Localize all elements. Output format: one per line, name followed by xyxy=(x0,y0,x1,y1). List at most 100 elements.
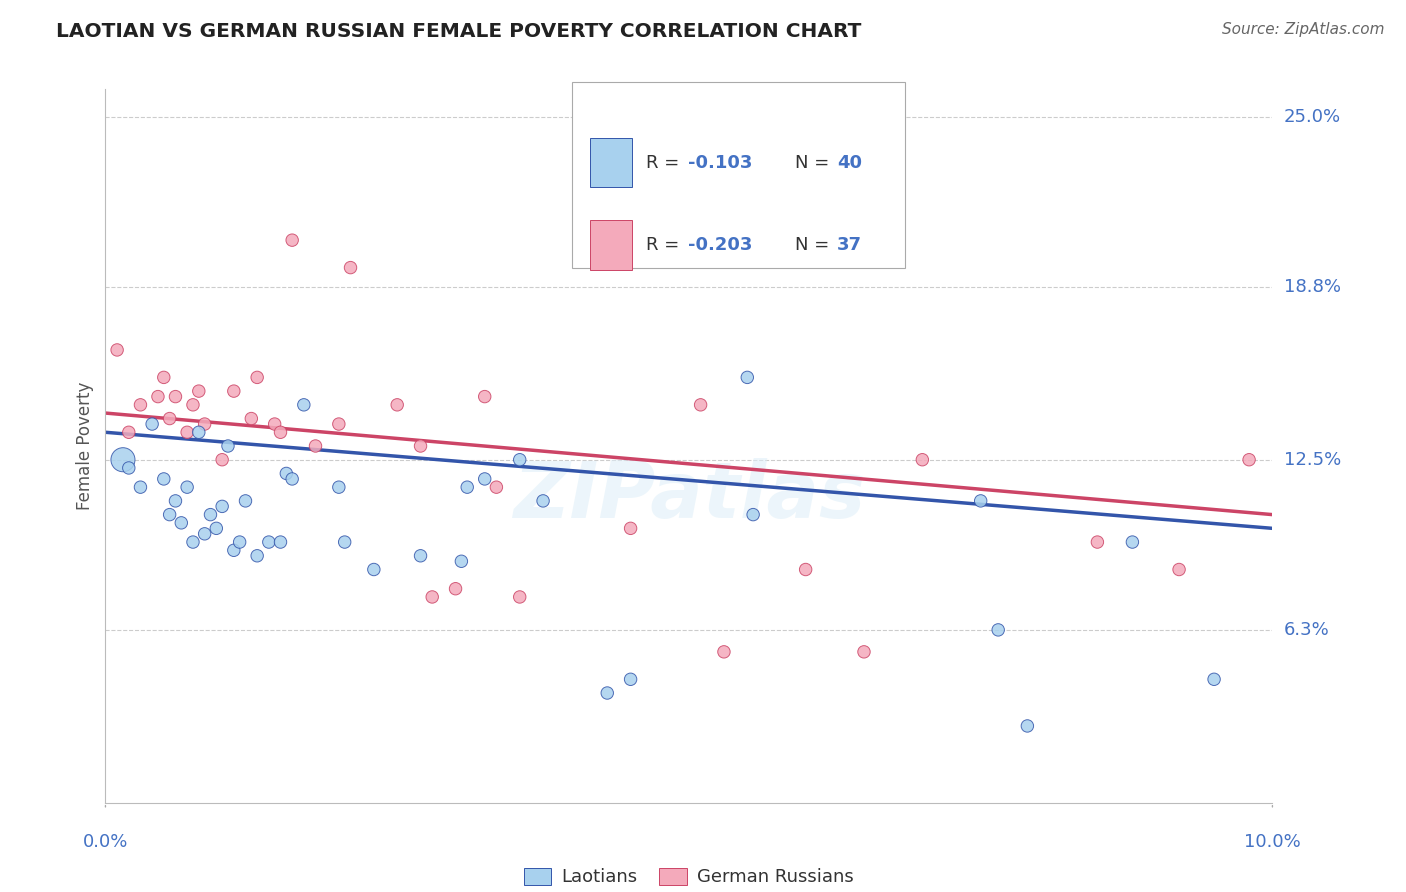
Text: ZIPatlas: ZIPatlas xyxy=(513,458,865,534)
Point xyxy=(152,370,174,384)
Point xyxy=(619,521,641,535)
Point xyxy=(596,686,619,700)
Point xyxy=(292,398,315,412)
Point xyxy=(987,623,1010,637)
Point xyxy=(1237,452,1260,467)
Point xyxy=(105,343,128,357)
Point xyxy=(1168,562,1191,576)
Point xyxy=(269,425,292,440)
Point xyxy=(474,390,496,404)
Point xyxy=(211,452,233,467)
Point xyxy=(152,472,174,486)
Text: 6.3%: 6.3% xyxy=(1284,621,1329,639)
Point xyxy=(228,535,250,549)
Point xyxy=(246,549,269,563)
Point xyxy=(181,535,204,549)
Text: -0.203: -0.203 xyxy=(688,235,752,253)
Text: 0.0%: 0.0% xyxy=(83,833,128,851)
Text: N =: N = xyxy=(796,235,835,253)
Text: 12.5%: 12.5% xyxy=(1284,450,1341,468)
Point xyxy=(1017,719,1039,733)
Point xyxy=(176,425,198,440)
Point xyxy=(363,562,385,576)
Point xyxy=(281,233,304,247)
Point xyxy=(269,535,292,549)
Point xyxy=(129,480,152,494)
Point xyxy=(450,554,472,568)
Point xyxy=(509,452,531,467)
Text: R =: R = xyxy=(645,153,685,171)
Point xyxy=(281,472,304,486)
Text: 18.8%: 18.8% xyxy=(1284,277,1340,296)
Point xyxy=(444,582,467,596)
FancyBboxPatch shape xyxy=(589,137,631,187)
Point xyxy=(794,562,817,576)
Point xyxy=(165,494,187,508)
Legend: Laotians, German Russians: Laotians, German Russians xyxy=(516,861,862,892)
Point xyxy=(339,260,361,275)
Text: R =: R = xyxy=(645,235,685,253)
Point xyxy=(276,467,298,481)
Point xyxy=(159,508,181,522)
Point xyxy=(304,439,326,453)
Point xyxy=(194,417,217,431)
Point xyxy=(689,398,711,412)
Point xyxy=(146,390,169,404)
Point xyxy=(911,452,934,467)
Point xyxy=(222,384,245,398)
Text: 40: 40 xyxy=(837,153,862,171)
Point xyxy=(713,645,735,659)
Point xyxy=(200,508,222,522)
Point xyxy=(217,439,239,453)
Point xyxy=(678,178,700,193)
Point xyxy=(328,417,350,431)
Point xyxy=(409,549,432,563)
Point xyxy=(235,494,257,508)
Text: 10.0%: 10.0% xyxy=(1244,833,1301,851)
Y-axis label: Female Poverty: Female Poverty xyxy=(76,382,94,510)
Point xyxy=(211,500,233,514)
Point xyxy=(159,411,181,425)
Point xyxy=(187,425,209,440)
Point xyxy=(118,461,141,475)
Point xyxy=(246,370,269,384)
Point xyxy=(1085,535,1108,549)
Point xyxy=(509,590,531,604)
Text: Source: ZipAtlas.com: Source: ZipAtlas.com xyxy=(1222,22,1385,37)
Point xyxy=(333,535,356,549)
Point xyxy=(742,508,765,522)
Text: LAOTIAN VS GERMAN RUSSIAN FEMALE POVERTY CORRELATION CHART: LAOTIAN VS GERMAN RUSSIAN FEMALE POVERTY… xyxy=(56,22,862,41)
Point xyxy=(485,480,508,494)
Point xyxy=(737,370,759,384)
FancyBboxPatch shape xyxy=(589,219,631,269)
Point xyxy=(456,480,478,494)
Text: -0.103: -0.103 xyxy=(688,153,752,171)
FancyBboxPatch shape xyxy=(572,82,905,268)
Point xyxy=(240,411,263,425)
Point xyxy=(205,521,228,535)
Point xyxy=(141,417,163,431)
Point xyxy=(222,543,245,558)
Point xyxy=(257,535,280,549)
Text: 37: 37 xyxy=(837,235,862,253)
Point xyxy=(474,472,496,486)
Point xyxy=(385,398,408,412)
Point xyxy=(118,425,141,440)
Point xyxy=(1202,673,1225,687)
Point xyxy=(970,494,993,508)
Text: N =: N = xyxy=(796,153,835,171)
Point xyxy=(1121,535,1143,549)
Point xyxy=(170,516,193,530)
Point xyxy=(111,452,134,467)
Point xyxy=(409,439,432,453)
Point xyxy=(852,645,875,659)
Text: 25.0%: 25.0% xyxy=(1284,108,1341,126)
Point xyxy=(129,398,152,412)
Point xyxy=(619,673,641,687)
Point xyxy=(181,398,204,412)
Point xyxy=(176,480,198,494)
Point xyxy=(187,384,209,398)
Point xyxy=(263,417,285,431)
Point xyxy=(328,480,350,494)
Point xyxy=(420,590,443,604)
